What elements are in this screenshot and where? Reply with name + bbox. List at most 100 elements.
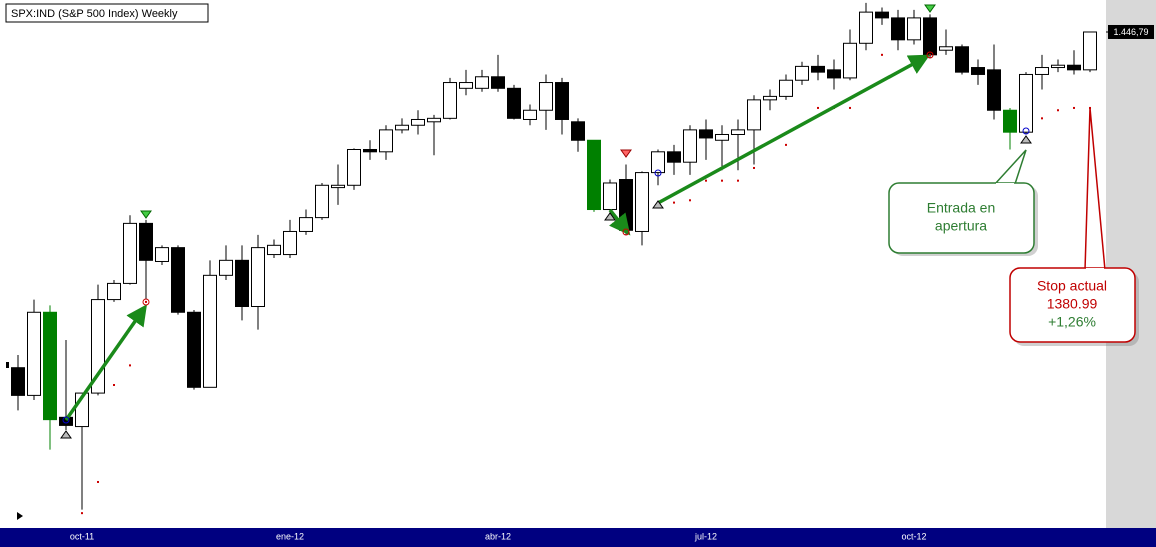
callout-joint (1086, 268, 1104, 271)
stop-dot (689, 199, 691, 202)
candle-body (1019, 73, 1033, 133)
exit-dot (142, 298, 150, 306)
candle-body (395, 124, 409, 131)
callout-pointer (1084, 107, 1106, 271)
buy-signal (60, 430, 72, 439)
marks: 1.446,79 (11, 2, 1154, 515)
candle-body (347, 148, 361, 186)
candle-body (955, 46, 969, 73)
candle-body (155, 247, 169, 262)
candle-body (843, 42, 857, 79)
candle-body (859, 11, 873, 44)
candle-body (411, 118, 425, 126)
price-label-box (1108, 24, 1154, 39)
candle-body (603, 182, 617, 211)
buy-signal (652, 200, 664, 209)
title-box (5, 3, 209, 23)
buy-signal (604, 212, 616, 221)
candle-body (11, 367, 25, 396)
stop-callout (1009, 267, 1136, 343)
stop-dot (721, 179, 723, 182)
candle-body (219, 259, 233, 276)
candle-body (1003, 109, 1017, 133)
x-tick-label: ene-12 (276, 531, 304, 541)
candle-body (203, 274, 217, 388)
callout-text: Entrada en (927, 200, 996, 216)
price-axis-strip (1106, 0, 1156, 528)
candle-body (635, 172, 649, 232)
sell-signal (924, 4, 936, 13)
candle-body (507, 87, 521, 119)
entry-dot (62, 416, 70, 424)
time-axis-strip (0, 528, 1156, 547)
stop-dot (1057, 109, 1059, 112)
candle-body (555, 82, 569, 120)
stop-dot (145, 300, 147, 303)
stop-dot (881, 53, 883, 56)
candle-body (875, 11, 889, 19)
candle-body (747, 99, 761, 131)
candle-body (923, 17, 937, 56)
candle-body (251, 247, 265, 308)
stop-dot (129, 364, 131, 367)
candle-body (443, 82, 457, 119)
candle-body (715, 133, 729, 141)
candle-body (651, 151, 665, 174)
entry-callout (888, 182, 1035, 254)
stop-dot (705, 179, 707, 182)
entry-dot (654, 169, 662, 177)
stop-dot (673, 201, 675, 204)
candle-body (683, 129, 697, 163)
candle-body (379, 129, 393, 153)
candle-body (731, 129, 745, 135)
scroll-marker (17, 512, 23, 520)
left-marker (6, 362, 9, 368)
callout-text: 1380.99 (1047, 296, 1098, 312)
candle-body (315, 184, 329, 219)
x-tick-label: oct-11 (70, 531, 94, 541)
candle-body (523, 109, 537, 120)
candle-body (971, 67, 985, 75)
callout-joint (996, 183, 1014, 186)
candle-body (1051, 64, 1065, 69)
candle-body (827, 69, 841, 79)
candle-body (587, 139, 601, 211)
callout-text: +1,26% (1048, 314, 1096, 330)
candle-body (571, 121, 585, 141)
signal-arrow (657, 54, 931, 205)
sell-signal (140, 210, 152, 219)
candle-body (123, 222, 137, 284)
stop-dot (753, 166, 755, 169)
x-tick-label: jul-12 (694, 531, 717, 541)
x-tick-label: abr-12 (485, 531, 511, 541)
candle-body (187, 311, 201, 388)
candle-body (139, 222, 153, 261)
candle-body (795, 65, 809, 81)
candle-body (331, 184, 345, 189)
exit-dot (622, 228, 630, 236)
candle-body (1067, 64, 1081, 71)
x-tick-label: oct-12 (901, 531, 926, 541)
candle-body (779, 79, 793, 97)
candle-body (1083, 31, 1097, 71)
sell-signal (620, 149, 632, 158)
y-tick-label: 1.446,79 (1113, 27, 1148, 37)
candle-body (891, 17, 905, 41)
stop-dot (1041, 117, 1043, 120)
candle-body (235, 259, 249, 308)
candle-body (283, 230, 297, 256)
candle-body (987, 69, 1001, 111)
candle-body (299, 217, 313, 232)
candle-body (939, 46, 953, 51)
candle-body (459, 82, 473, 89)
entry-dot (1022, 127, 1030, 135)
callout-pointer (994, 149, 1027, 185)
candle-body (1035, 67, 1049, 75)
candle-body (699, 129, 713, 139)
stop-dot (849, 106, 851, 109)
stop-dot (81, 512, 83, 515)
candle-body (475, 76, 489, 89)
stop-dot (97, 480, 99, 483)
signal-arrow (64, 304, 148, 422)
